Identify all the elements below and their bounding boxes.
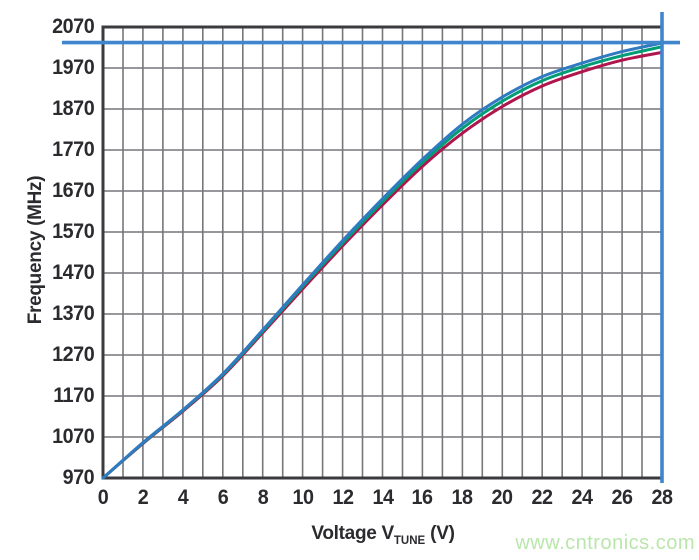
y-tick-label: 1170 bbox=[53, 384, 95, 407]
watermark-text: www.cntronics.com bbox=[515, 532, 695, 554]
x-axis-title-main: Voltage V bbox=[311, 523, 394, 544]
y-tick-label: 1370 bbox=[52, 302, 95, 325]
x-axis-title: Voltage VTUNE (V) bbox=[311, 523, 455, 547]
x-axis-title-subscript: TUNE bbox=[393, 535, 426, 547]
y-tick-label: 2070 bbox=[52, 15, 95, 38]
x-tick-label: 10 bbox=[292, 486, 314, 509]
curve-top-blue bbox=[101, 41, 664, 480]
x-axis-title-unit-text: (V) bbox=[430, 523, 455, 544]
y-tick-label: 1770 bbox=[52, 138, 95, 161]
y-tick-label: 1470 bbox=[52, 261, 95, 284]
y-axis-title: Frequency (MHz) bbox=[25, 175, 46, 325]
x-tick-label: 2 bbox=[137, 486, 149, 509]
x-tick-label: 8 bbox=[257, 486, 268, 509]
x-tick-label: 26 bbox=[611, 486, 633, 509]
x-tick-label: 28 bbox=[651, 486, 673, 509]
x-tick-label: 20 bbox=[491, 486, 513, 509]
x-tick-label: 12 bbox=[332, 486, 354, 509]
x-tick-label: 14 bbox=[371, 486, 394, 509]
y-tick-label: 1670 bbox=[52, 179, 95, 202]
x-tick-label: 16 bbox=[411, 486, 433, 509]
x-tick-label: 0 bbox=[97, 486, 109, 509]
x-tick-label: 4 bbox=[177, 486, 189, 509]
y-tick-label: 1970 bbox=[52, 56, 95, 79]
x-tick-label: 22 bbox=[531, 486, 553, 509]
y-tick-label: 1070 bbox=[52, 425, 95, 448]
y-tick-label: 1570 bbox=[52, 220, 95, 243]
y-tick-label: 1870 bbox=[52, 97, 95, 120]
x-tick-label: 6 bbox=[217, 486, 229, 509]
grid-lines bbox=[103, 27, 663, 478]
y-tick-label: 1270 bbox=[52, 343, 95, 366]
x-tick-label: 18 bbox=[451, 486, 473, 509]
y-tick-label: 970 bbox=[62, 466, 95, 489]
x-tick-label: 24 bbox=[571, 486, 593, 509]
plot-border bbox=[101, 25, 662, 480]
